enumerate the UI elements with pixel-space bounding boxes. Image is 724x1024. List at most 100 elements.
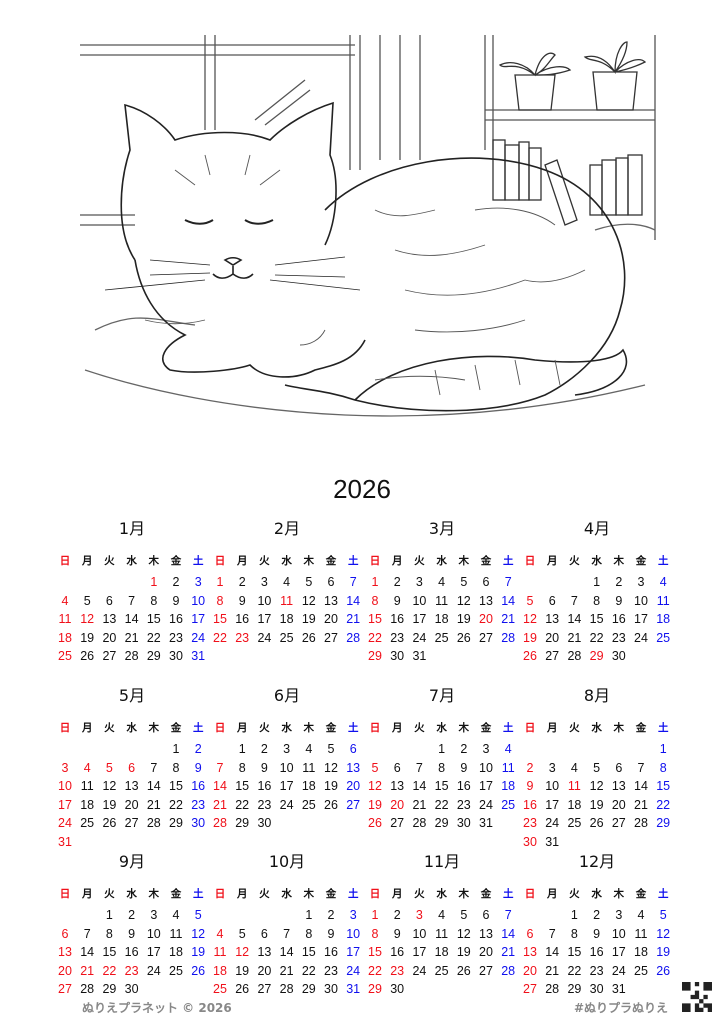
day-cell: 2 xyxy=(238,575,246,589)
day-cell: 25 xyxy=(213,982,227,996)
day-cell: 29 xyxy=(589,649,604,663)
weekday-header: 火 xyxy=(569,722,580,734)
day-cell: 4 xyxy=(61,593,69,608)
day-cell: 23 xyxy=(324,963,338,978)
weekday-header: 土 xyxy=(502,722,514,734)
weekday-header: 水 xyxy=(436,888,447,900)
day-cell: 21 xyxy=(279,963,294,978)
day-cell: 20 xyxy=(523,963,537,978)
day-cell: 4 xyxy=(172,908,180,922)
day-cell: 6 xyxy=(548,593,556,608)
window-frame xyxy=(80,35,656,240)
day-cell: 19 xyxy=(301,612,316,626)
day-cell: 14 xyxy=(412,779,427,793)
day-cell: 9 xyxy=(194,760,202,775)
day-cell: 12 xyxy=(589,779,604,793)
day-cell: 18 xyxy=(80,797,95,812)
month-title: 9月 xyxy=(118,852,146,871)
weekday-header: 月 xyxy=(546,555,558,567)
weekday-header: 金 xyxy=(635,555,647,567)
day-cell: 18 xyxy=(58,630,72,645)
cat-illustration xyxy=(80,35,656,417)
day-cell: 24 xyxy=(346,963,361,978)
day-cell: 27 xyxy=(324,630,338,645)
day-cell: 6 xyxy=(482,575,490,589)
day-cell: 22 xyxy=(235,797,250,812)
day-cell: 8 xyxy=(438,760,446,775)
month-title: 1月 xyxy=(118,519,146,538)
day-cell: 13 xyxy=(346,760,361,775)
day-cell: 8 xyxy=(172,760,180,775)
day-cell: 22 xyxy=(368,963,382,978)
weekday-header: 月 xyxy=(236,888,248,900)
day-cell: 5 xyxy=(194,908,202,922)
day-cell: 31 xyxy=(611,982,626,996)
day-cell: 17 xyxy=(412,945,427,959)
day-cell: 7 xyxy=(128,593,136,608)
weekday-header: 火 xyxy=(104,888,115,900)
day-cell: 18 xyxy=(567,797,582,812)
day-cell: 17 xyxy=(479,779,493,793)
day-cell: 3 xyxy=(415,575,423,589)
day-cell: 28 xyxy=(124,649,139,663)
day-cell: 11 xyxy=(213,945,227,959)
day-cell: 19 xyxy=(235,963,250,978)
day-cell: 25 xyxy=(656,630,671,645)
day-cell: 1 xyxy=(172,742,180,756)
day-cell: 19 xyxy=(102,797,117,812)
day-cell: 26 xyxy=(80,649,95,663)
day-cell: 28 xyxy=(213,816,227,830)
day-cell: 5 xyxy=(371,760,379,775)
day-cell: 26 xyxy=(656,963,671,978)
day-cell: 13 xyxy=(124,779,139,793)
day-cell: 11 xyxy=(567,779,581,793)
day-cell: 22 xyxy=(434,797,449,812)
day-cell: 19 xyxy=(191,945,206,959)
day-cell: 26 xyxy=(324,797,338,812)
day-cell: 19 xyxy=(368,797,382,812)
day-cell: 17 xyxy=(146,945,161,959)
day-cell: 5 xyxy=(305,575,313,589)
day-cell: 27 xyxy=(124,816,139,830)
day-cell: 4 xyxy=(504,742,512,756)
weekday-header: 日 xyxy=(59,722,71,734)
day-cell: 14 xyxy=(346,593,361,608)
day-cell: 5 xyxy=(593,760,601,775)
weekday-header: 月 xyxy=(391,722,403,734)
day-cell: 24 xyxy=(611,963,626,978)
day-cell: 28 xyxy=(501,963,516,978)
day-cell: 7 xyxy=(349,575,357,589)
day-cell: 27 xyxy=(58,982,72,996)
day-cell: 11 xyxy=(656,593,670,608)
day-cell: 14 xyxy=(146,779,161,793)
weekday-header: 土 xyxy=(657,888,669,900)
day-cell: 14 xyxy=(501,926,516,941)
day-cell: 29 xyxy=(567,982,582,996)
day-cell: 10 xyxy=(257,593,272,608)
cat xyxy=(104,101,628,412)
potted-plants xyxy=(498,41,647,111)
day-cell: 18 xyxy=(301,779,316,793)
day-cell: 31 xyxy=(58,834,72,849)
day-cell: 1 xyxy=(150,575,158,589)
day-cell: 6 xyxy=(61,926,69,941)
day-cell: 8 xyxy=(659,760,667,775)
day-cell: 1 xyxy=(105,908,113,922)
day-cell: 17 xyxy=(191,612,206,626)
day-cell: 2 xyxy=(526,760,534,775)
day-cell: 28 xyxy=(501,630,516,645)
day-cell: 25 xyxy=(80,816,95,830)
day-cell: 30 xyxy=(523,834,537,849)
day-cell: 8 xyxy=(150,593,158,608)
day-cell: 16 xyxy=(390,945,405,959)
weekday-header: 日 xyxy=(369,555,381,567)
day-cell: 11 xyxy=(58,612,72,626)
day-cell: 30 xyxy=(124,982,139,996)
day-cell: 4 xyxy=(637,908,645,922)
day-cell: 29 xyxy=(169,816,183,830)
day-cell: 9 xyxy=(238,593,246,608)
day-cell: 10 xyxy=(479,760,493,775)
day-cell: 19 xyxy=(523,630,537,645)
weekday-header: 日 xyxy=(524,722,536,734)
weekday-header: 水 xyxy=(436,722,447,734)
